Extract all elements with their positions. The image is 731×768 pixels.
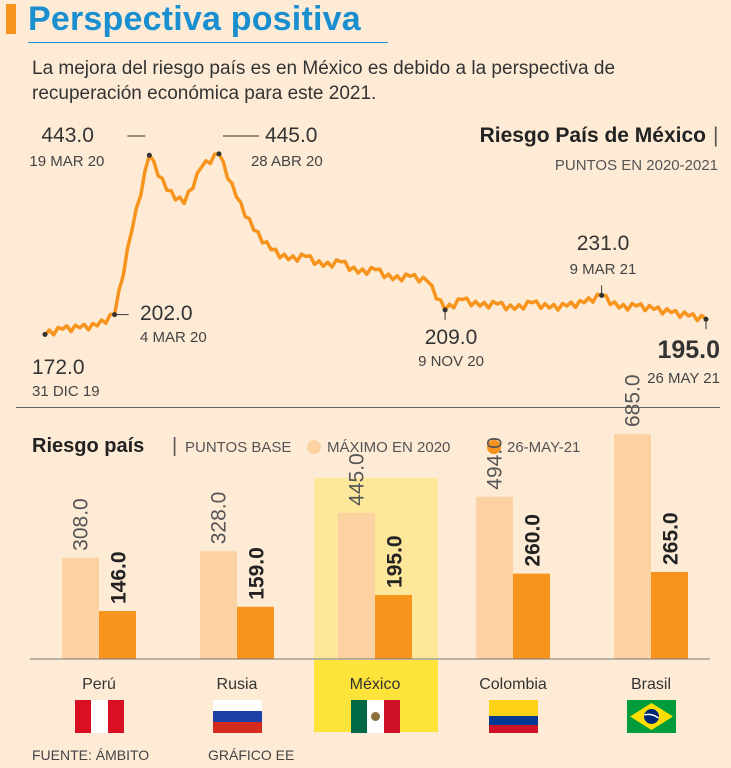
annotation-value-nov-20: 209.0 — [425, 326, 478, 349]
category-label-1: Rusia — [217, 676, 258, 693]
bar-label-2020-2: 445.0 — [346, 453, 369, 506]
section-divider — [16, 407, 720, 408]
legend-label-2020: MÁXIMO EN 2020 — [327, 439, 450, 456]
line-series — [43, 152, 708, 337]
legend-swatch-2020 — [307, 440, 321, 454]
line-chart-subtitle: PUNTOS EN 2020-2021 — [555, 157, 718, 174]
category-label-2: México — [350, 676, 401, 693]
russia-flag-icon — [213, 700, 262, 733]
title-underline — [28, 42, 388, 43]
bar-label-current-1: 159.0 — [246, 547, 269, 600]
bar-current-0 — [99, 611, 136, 659]
bar-label-2020-1: 328.0 — [208, 492, 231, 545]
bar-chart-subtitle: PUNTOS BASE — [185, 439, 291, 456]
annotation-value-peak-1: 443.0 — [41, 124, 94, 147]
title-accent-bar — [6, 4, 16, 34]
bar-current-1 — [237, 606, 274, 659]
bar-label-current-3: 260.0 — [522, 514, 545, 567]
bar-chart-title: Riesgo país — [32, 435, 144, 457]
annotation-dot-peak-2 — [216, 151, 222, 157]
peru-flag-icon — [75, 700, 124, 733]
bar-label-2020-3: 494.0 — [484, 437, 507, 490]
page-subtitle: La mejora del riesgo país es en México e… — [32, 58, 616, 104]
bar-2020-0 — [62, 557, 99, 659]
category-label-0: Perú — [82, 676, 116, 693]
colombia-flag-icon — [489, 700, 538, 733]
annotation-date-end: 26 MAY 21 — [647, 370, 720, 387]
bar-2020-3 — [476, 496, 513, 659]
annotation-value-end: 195.0 — [657, 336, 720, 364]
line-chart-title-sep: | — [713, 124, 718, 147]
annotation-value-mar-21: 231.0 — [577, 232, 630, 255]
bar-current-3 — [513, 573, 550, 659]
legend-label-current: 26-MAY-21 — [507, 439, 580, 456]
annotation-value-peak-2: 445.0 — [265, 124, 318, 147]
annotation-date-peak-2: 28 ABR 20 — [251, 153, 323, 170]
bar-label-current-0: 146.0 — [108, 551, 131, 604]
footer-source: FUENTE: ÁMBITO — [32, 747, 149, 763]
mexico-flag-icon — [351, 700, 400, 733]
line-chart: Riesgo País de México | PUNTOS EN 2020-2… — [29, 124, 720, 400]
annotation-value-start: 172.0 — [32, 356, 85, 379]
category-label-3: Colombia — [479, 676, 547, 693]
annotation-dot-peak-1 — [146, 152, 152, 158]
annotation-value-mar-20: 202.0 — [140, 302, 193, 325]
annotation-dot-mar-20 — [112, 312, 118, 318]
brazil-flag-icon — [627, 700, 676, 733]
bar-2020-4 — [614, 434, 651, 659]
bar-chart-title-sep: | — [172, 435, 177, 457]
page-title: Perspectiva positiva — [28, 0, 361, 38]
legend-swatch-current — [487, 440, 501, 454]
line-chart-title: Riesgo País de México — [480, 124, 706, 147]
bar-2020-2 — [338, 512, 375, 659]
footer-credit: GRÁFICO EE — [208, 747, 294, 763]
annotation-date-nov-20: 9 NOV 20 — [418, 353, 484, 370]
annotation-date-mar-20: 4 MAR 20 — [140, 329, 207, 346]
bar-current-4 — [651, 571, 688, 659]
bar-label-2020-0: 308.0 — [70, 498, 93, 551]
bar-label-2020-4: 685.0 — [622, 374, 645, 427]
category-label-4: Brasil — [631, 676, 671, 693]
bar-current-2 — [375, 594, 412, 659]
annotation-date-peak-1: 19 MAR 20 — [29, 153, 104, 170]
annotation-date-mar-21: 9 MAR 21 — [570, 261, 637, 278]
annotation-date-start: 31 DIC 19 — [32, 383, 100, 400]
bar-label-current-4: 265.0 — [660, 512, 683, 565]
annotation-dot-mar-21 — [599, 292, 605, 298]
bar-label-current-2: 195.0 — [384, 535, 407, 588]
bar-2020-1 — [200, 551, 237, 659]
annotation-dot-start — [42, 331, 48, 337]
